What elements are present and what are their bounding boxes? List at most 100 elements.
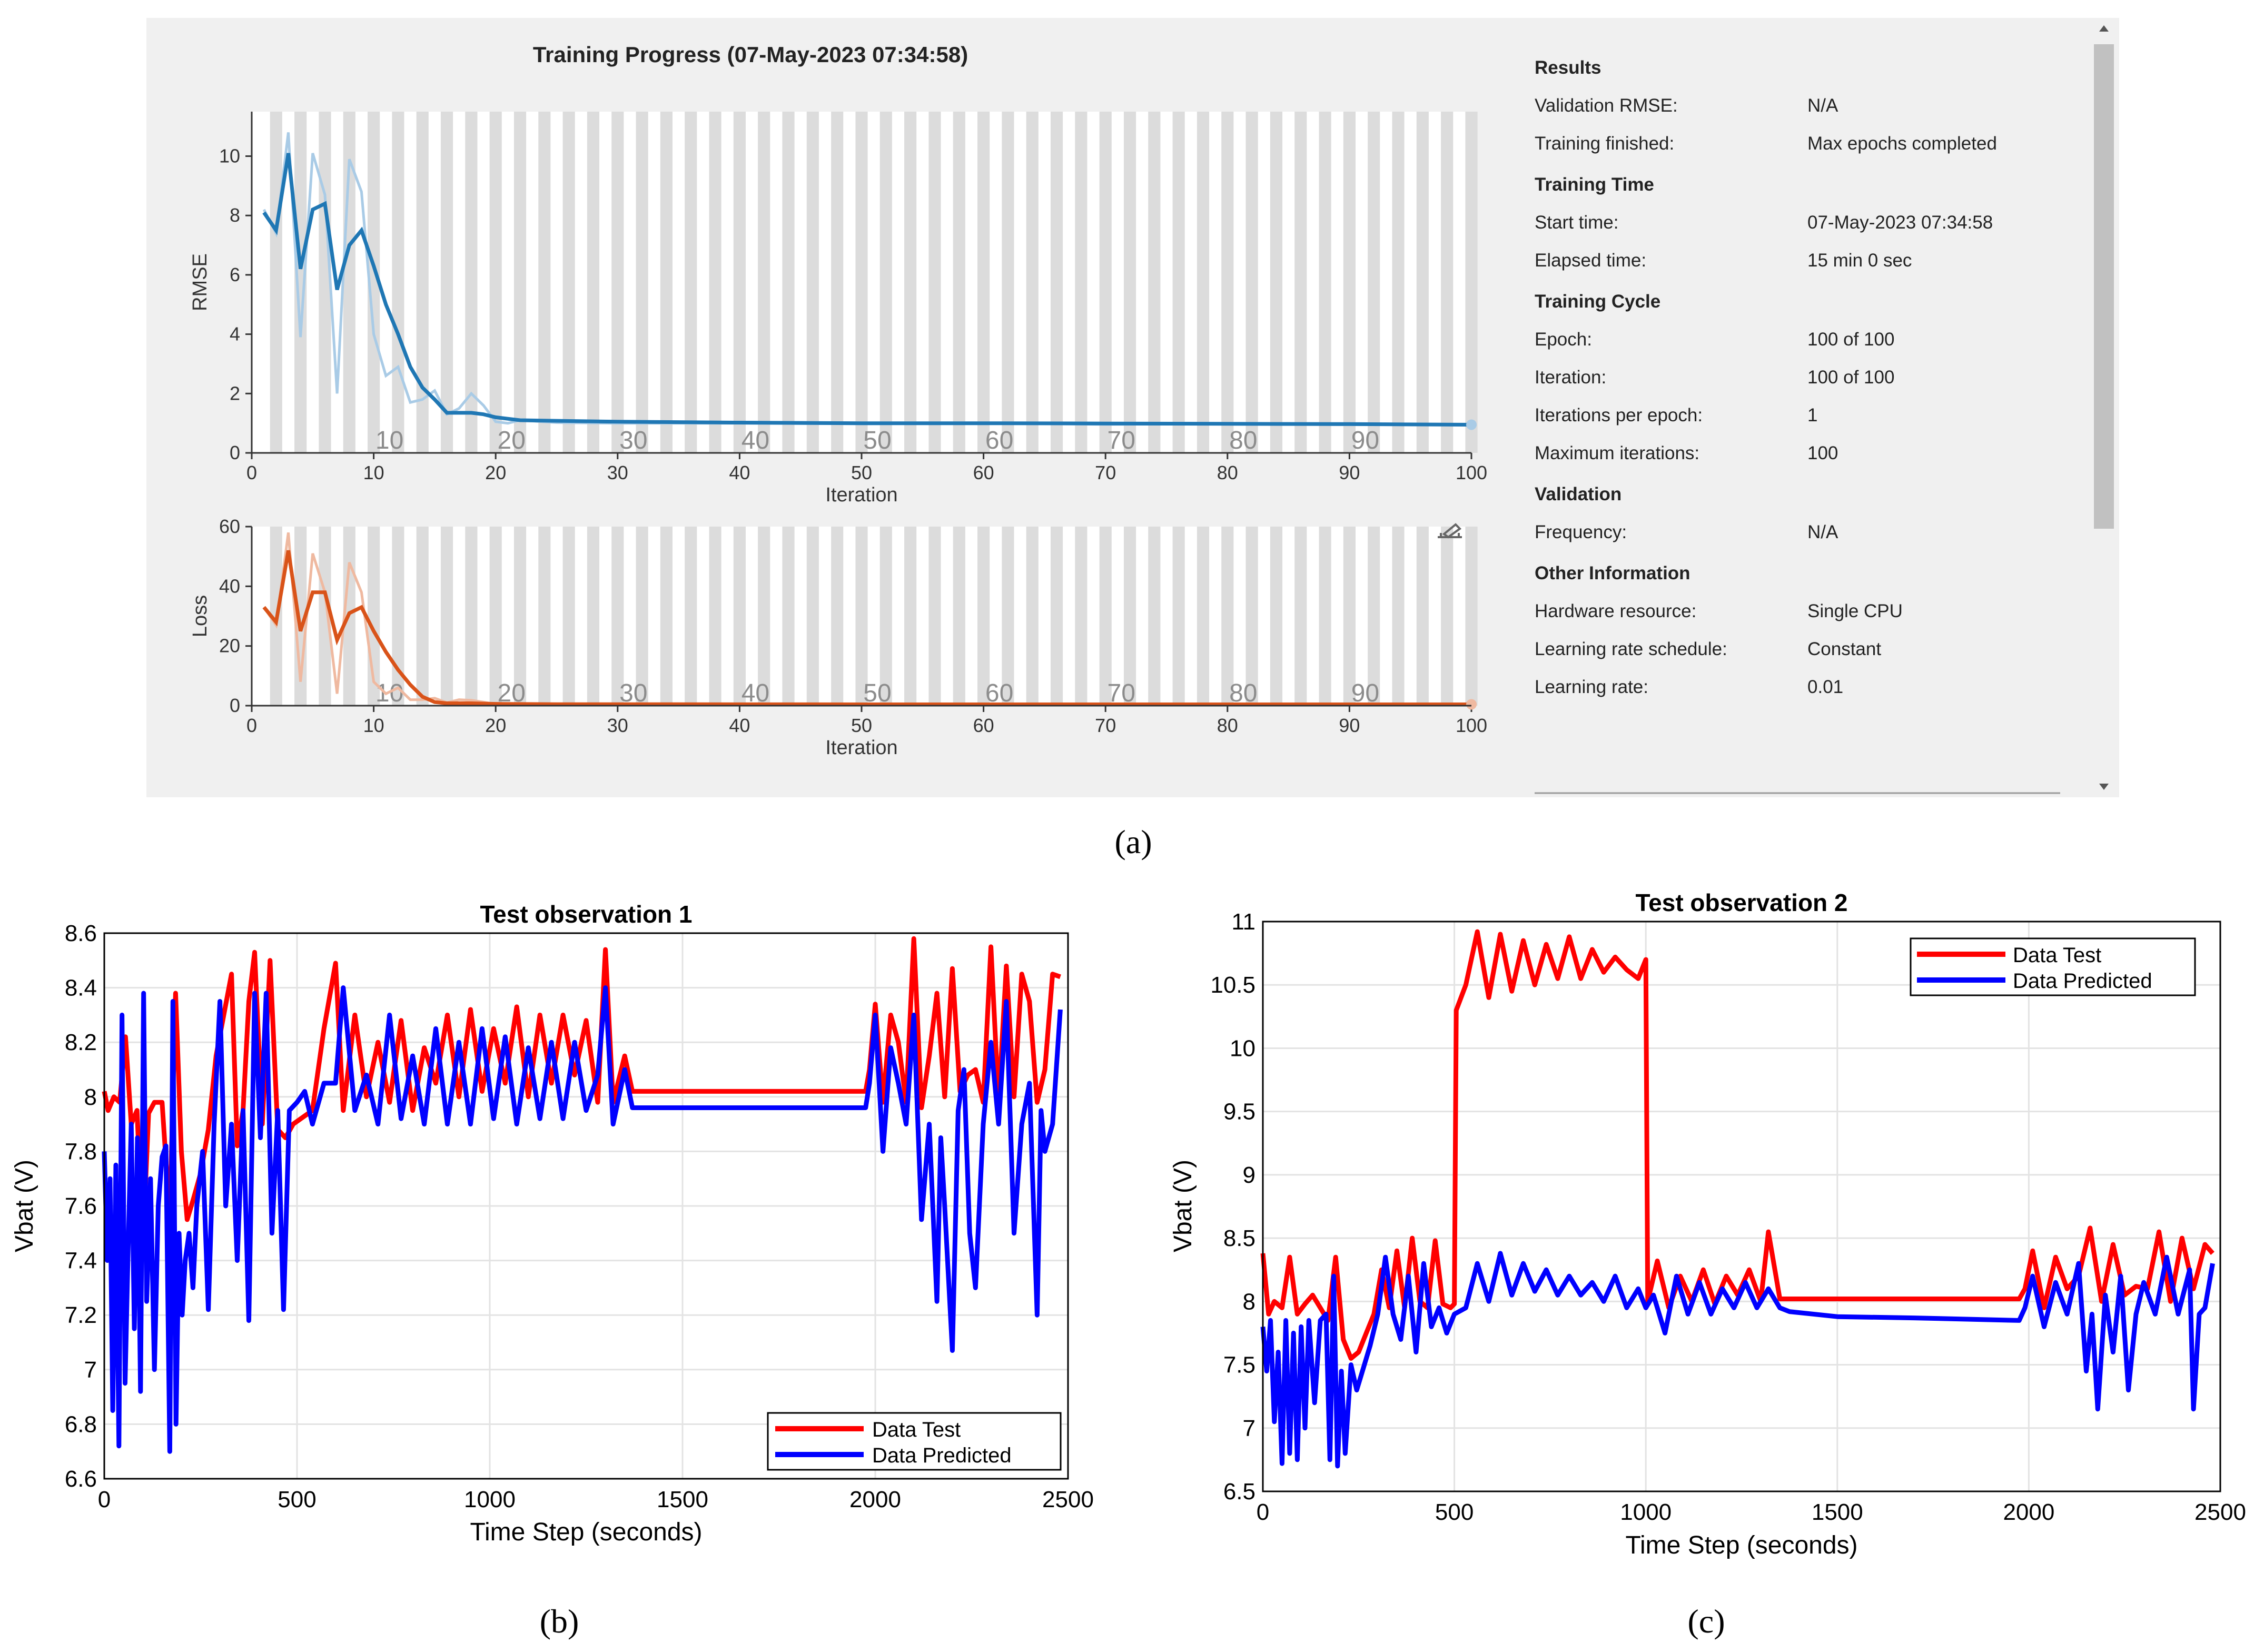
rmse-epoch-stripe	[368, 112, 380, 453]
iteration-value: 100 of 100	[1807, 367, 1894, 388]
scrollbar-thumb[interactable]	[2094, 44, 2114, 529]
rmse-x-tick-label: 10	[363, 462, 384, 483]
rmse-epoch-label: 70	[1108, 427, 1135, 454]
obs2-data-test-line	[1260, 929, 2214, 1361]
obs1-x-tick-label: 1000	[464, 1487, 516, 1512]
scroll-up-icon[interactable]	[2099, 25, 2109, 32]
epoch-value: 100 of 100	[1807, 329, 1894, 350]
loss-x-tick-label: 80	[1217, 715, 1238, 736]
obs2-y-tick-label: 6.5	[1223, 1479, 1255, 1505]
rmse-x-tick-label: 40	[729, 462, 750, 483]
caption-c: (c)	[1687, 1602, 1725, 1640]
loss-y-label: Loss	[189, 595, 211, 637]
obs1-legend-predicted-label: Data Predicted	[872, 1444, 1012, 1467]
loss-x-tick-label: 60	[973, 715, 994, 736]
rmse-epoch-stripe	[1368, 112, 1380, 453]
rmse-epoch-stripe	[636, 112, 648, 453]
obs2-x-tick-label: 1000	[1620, 1499, 1672, 1525]
scrollbar[interactable]	[2091, 21, 2117, 795]
rmse-epoch-stripe	[270, 112, 282, 453]
rmse-epoch-stripe	[928, 112, 941, 453]
rmse-epoch-stripe	[831, 112, 844, 453]
rmse-epoch-stripe	[685, 112, 697, 453]
loss-x-tick-label: 20	[485, 715, 506, 736]
loss-epoch-stripe	[392, 527, 404, 706]
obs2-y-label: Vbat (V)	[1169, 1160, 1197, 1252]
obs2-x-tick-label: 2000	[2003, 1499, 2054, 1525]
rmse-plot: 0 10 20 30 40 50 60 70 80 90 100 0 2 4 6 8 10 10 20 30 40 50 6…	[189, 112, 1487, 506]
loss-epoch-stripe	[562, 527, 575, 706]
rmse-epoch-stripe	[440, 112, 453, 453]
loss-epoch-stripes	[270, 527, 1478, 706]
obs1-legend-test-label: Data Test	[872, 1418, 961, 1441]
obs1-y-tick-label: 8.2	[65, 1030, 97, 1055]
learning-rate-label: Learning rate:	[1535, 677, 1648, 697]
obs1-data-test-line	[102, 936, 1061, 1250]
maximum-iterations-value: 100	[1807, 443, 1838, 463]
rmse-epoch-stripe	[1465, 112, 1478, 453]
rmse-epoch-stripe	[1099, 112, 1112, 453]
loss-epoch-stripe	[879, 527, 892, 706]
loss-epoch-stripe	[465, 527, 478, 706]
obs2-y-tick-label: 8	[1243, 1289, 1255, 1314]
loss-epoch-stripe	[953, 527, 965, 706]
other-information-heading: Other Information	[1535, 563, 1690, 583]
rmse-epoch-stripe	[879, 112, 892, 453]
loss-epoch-stripe	[319, 527, 331, 706]
obs1-x-tick-label: 2000	[849, 1487, 901, 1512]
rmse-epoch-stripe	[611, 112, 624, 453]
maximum-iterations-label: Maximum iterations:	[1535, 443, 1699, 463]
loss-epoch-stripe	[1172, 527, 1185, 706]
validation-rmse-label: Validation RMSE:	[1535, 95, 1678, 116]
rmse-epoch-stripe	[1392, 112, 1405, 453]
loss-epoch-stripe	[685, 527, 697, 706]
loss-epoch-stripe	[1343, 527, 1356, 706]
obs2-y-tick-label: 11	[1231, 909, 1255, 935]
test-observation-1-plot: 0 500 1000 1500 2000 2500 6.6 6.8 7 7.2 7.4 7.6 7.8 8…	[11, 901, 1094, 1546]
rmse-epoch-stripe	[1221, 112, 1234, 453]
scroll-down-icon[interactable]	[2099, 784, 2109, 790]
rmse-epoch-stripe	[1172, 112, 1185, 453]
test-observation-2-plot: 0 500 1000 1500 2000 2500 6.5 7 7.5 8 8.5 9 9.5 10 10.…	[1169, 889, 2246, 1559]
rmse-epoch-stripe	[660, 112, 673, 453]
rmse-epoch-stripe	[1075, 112, 1087, 453]
loss-epoch-stripe	[1270, 527, 1283, 706]
rmse-y-label: RMSE	[189, 253, 211, 311]
loss-epoch-stripe	[1416, 527, 1429, 706]
training-finished-value: Max epochs completed	[1807, 133, 1997, 154]
obs1-legend: Data Test Data Predicted	[767, 1412, 1062, 1471]
rmse-x-tick-label: 80	[1217, 462, 1238, 483]
loss-epoch-stripe	[636, 527, 648, 706]
loss-epoch-stripe	[1099, 527, 1112, 706]
obs2-x-label: Time Step (seconds)	[1625, 1531, 1857, 1559]
loss-x-tick-label: 70	[1095, 715, 1116, 736]
rmse-epoch-stripe	[1050, 112, 1063, 453]
loss-epoch-stripe	[904, 527, 917, 706]
obs2-axes-box	[1262, 921, 2221, 1492]
rmse-epoch-stripe	[538, 112, 551, 453]
obs1-y-tick-label: 8	[84, 1084, 97, 1110]
info-list: Results Validation RMSE: N/A Training fi…	[1535, 57, 1997, 697]
rmse-epoch-stripe	[1319, 112, 1331, 453]
rmse-epoch-label: 50	[863, 427, 891, 454]
obs1-y-tick-label: 7.4	[65, 1248, 97, 1274]
loss-x-label: Iteration	[825, 737, 897, 759]
loss-x-tick-label: 0	[246, 715, 257, 736]
loss-x-tick-label: 90	[1339, 715, 1360, 736]
export-icon[interactable]	[1438, 523, 1462, 539]
obs2-y-tick-label: 10.5	[1210, 972, 1255, 998]
iterations-per-epoch-value: 1	[1807, 405, 1817, 426]
rmse-epoch-stripe	[904, 112, 917, 453]
loss-smoothed-line	[262, 550, 1471, 706]
hardware-resource-label: Hardware resource:	[1535, 601, 1696, 621]
frequency-label: Frequency:	[1535, 522, 1627, 542]
rmse-epoch-stripe	[782, 112, 795, 453]
obs2-legend-box	[1910, 937, 2196, 996]
obs1-title: Test observation 1	[480, 901, 692, 928]
start-time-value: 07-May-2023 07:34:58	[1807, 212, 1993, 233]
rmse-epoch-stripe	[758, 112, 770, 453]
loss-epoch-stripe	[733, 527, 746, 706]
loss-epoch-stripe	[1441, 527, 1454, 706]
frequency-value: N/A	[1807, 522, 1838, 542]
